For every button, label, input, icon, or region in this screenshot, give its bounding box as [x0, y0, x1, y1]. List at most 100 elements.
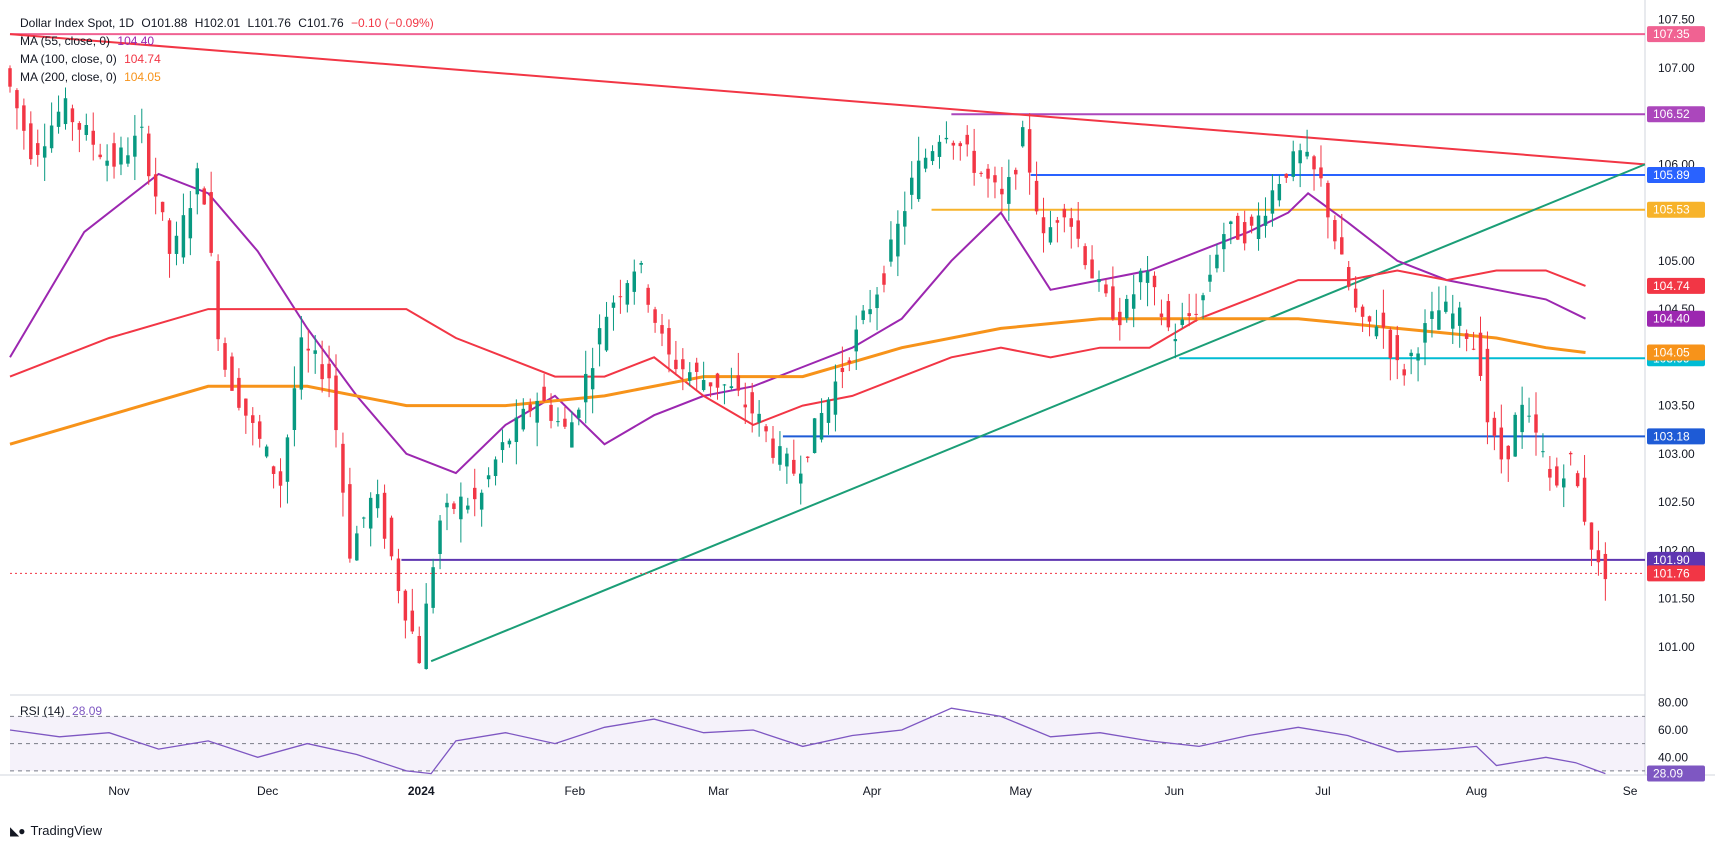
- candle-body: [1423, 323, 1427, 343]
- price-badge: [1647, 428, 1705, 445]
- candle-body: [1027, 129, 1032, 173]
- candle-body: [604, 316, 609, 351]
- candle-body: [889, 239, 893, 262]
- candle-body: [431, 567, 435, 608]
- candle-body: [1249, 216, 1254, 226]
- candle-body: [701, 379, 706, 391]
- candle-body: [757, 413, 761, 423]
- candle-body: [1513, 414, 1517, 457]
- candle-body: [445, 502, 449, 508]
- price-badge-label: 101.76: [1653, 566, 1690, 580]
- price-badge: [1647, 201, 1705, 218]
- candle-body: [1034, 180, 1039, 212]
- candle-body: [1201, 295, 1205, 301]
- candle-body: [160, 201, 165, 213]
- candle-body: [570, 422, 574, 448]
- candle-body: [882, 273, 886, 285]
- candle-body: [785, 453, 789, 467]
- rsi-pane: [9, 707, 1645, 775]
- candle-body: [1444, 301, 1448, 312]
- brand-name: TradingView: [30, 823, 103, 838]
- candle-body: [507, 440, 512, 445]
- candle-body: [611, 302, 616, 308]
- candle-body: [1000, 188, 1004, 195]
- time-axis[interactable]: Nov Dec 2024 Feb Mar Apr May Jun Jul Aug Se: [108, 784, 1637, 798]
- candle-body: [549, 404, 553, 421]
- candle-body: [1055, 220, 1060, 223]
- candle-body: [424, 603, 428, 669]
- candle-body: [1312, 156, 1316, 170]
- ma55-legend[interactable]: MA (55, close, 0) 104.40: [20, 34, 154, 48]
- candle-body: [1367, 316, 1372, 322]
- candle-body: [1291, 151, 1295, 177]
- candle-body: [403, 590, 408, 621]
- candle-body: [1437, 310, 1441, 330]
- candle-body: [216, 261, 220, 340]
- rsi-legend[interactable]: RSI (14) 28.09: [20, 704, 102, 718]
- candle-body: [91, 130, 95, 145]
- candle-body: [299, 337, 304, 390]
- candle-body: [223, 343, 227, 370]
- tradingview-brand[interactable]: ◣● TradingView: [10, 823, 102, 838]
- candle-body: [1340, 237, 1344, 255]
- candle-body: [1471, 348, 1476, 350]
- candle-body: [1007, 177, 1011, 204]
- candle-body: [410, 610, 415, 632]
- candle-body: [1104, 284, 1108, 294]
- candle-body: [348, 484, 352, 559]
- ma200-legend[interactable]: MA (200, close, 0) 104.05: [20, 70, 161, 84]
- candle-body: [958, 143, 963, 147]
- close-value: 101.76: [306, 16, 344, 30]
- candle-body: [1492, 417, 1497, 436]
- candle-body: [1145, 271, 1150, 283]
- candle-body: [681, 359, 685, 370]
- candle-body: [119, 147, 123, 165]
- price-axis[interactable]: 101.00101.50102.00102.50103.00103.50104.…: [1647, 13, 1705, 782]
- ma100-value: 104.74: [124, 52, 161, 66]
- candle-body: [1388, 329, 1393, 359]
- candle-body: [639, 263, 643, 265]
- candle-body: [1215, 254, 1219, 269]
- candle-body: [1180, 319, 1184, 325]
- price-badge: [1647, 26, 1705, 43]
- candle-body: [1430, 311, 1434, 319]
- candle-body: [1152, 275, 1157, 288]
- candle-body: [8, 68, 12, 87]
- candle-body: [708, 382, 713, 387]
- candle-body: [479, 492, 484, 510]
- candle-body: [535, 400, 539, 423]
- candle-body: [355, 533, 359, 561]
- rsi-value: 28.09: [72, 704, 103, 718]
- candle-body: [1319, 167, 1323, 179]
- candle-body: [1402, 369, 1406, 376]
- candle-body: [1020, 127, 1025, 147]
- candle-body: [188, 208, 193, 239]
- candle-body: [937, 141, 942, 157]
- candle-body: [1208, 274, 1212, 282]
- candle-body: [264, 446, 269, 457]
- candle-body: [473, 487, 477, 500]
- ma100-legend[interactable]: MA (100, close, 0) 104.74: [20, 52, 161, 66]
- price-badge-label: 105.53: [1653, 203, 1690, 217]
- candle-body: [826, 399, 831, 423]
- candle-body: [382, 492, 387, 539]
- candle-body: [799, 473, 803, 484]
- price-tick-label: 103.50: [1658, 399, 1695, 413]
- candle-body: [1256, 215, 1261, 239]
- moving-average-line: [9, 317, 1586, 446]
- price-tick-label: 101.00: [1658, 640, 1695, 654]
- candle-body: [36, 143, 40, 155]
- candle-body: [1374, 326, 1379, 337]
- candle-body: [660, 325, 664, 334]
- candle-body: [1360, 306, 1365, 317]
- rsi-tick-label: 80.00: [1658, 696, 1688, 710]
- candle-body: [195, 168, 200, 195]
- candle-body: [1326, 182, 1330, 218]
- candle-body: [375, 494, 380, 509]
- candle-body: [42, 146, 47, 158]
- price-badge: [1647, 106, 1705, 123]
- candle-body: [986, 168, 990, 179]
- candle-body: [521, 408, 526, 430]
- candle-body: [1111, 286, 1115, 320]
